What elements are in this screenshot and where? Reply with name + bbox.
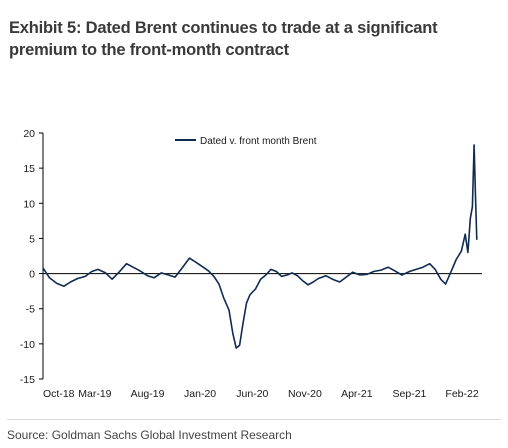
y-tick-label: -15 bbox=[20, 374, 35, 386]
y-tick-label: 5 bbox=[29, 233, 35, 245]
y-tick-label: -5 bbox=[26, 304, 35, 316]
x-tick-label: Apr-21 bbox=[341, 388, 373, 400]
x-tick-label: Jan-20 bbox=[184, 388, 216, 400]
y-tick-label: -10 bbox=[20, 339, 35, 351]
series-line bbox=[42, 144, 478, 349]
x-tick-label: Oct-18 bbox=[43, 388, 75, 400]
y-tick-label: 10 bbox=[23, 198, 35, 210]
chart: -15 -10 -5 0 5 10 15 20 Oct-18 Mar-19 Aug-19 Jan-2… bbox=[20, 128, 482, 400]
legend: Dated v. front month Brent bbox=[175, 136, 317, 147]
page-title: Exhibit 5: Dated Brent continues to trad… bbox=[9, 19, 438, 59]
source-note: Source: Goldman Sachs Global Investment … bbox=[7, 428, 292, 442]
x-tick-label: Mar-19 bbox=[78, 388, 111, 400]
legend-label: Dated v. front month Brent bbox=[200, 136, 317, 147]
x-tick-label: Jun-20 bbox=[236, 388, 268, 400]
x-tick-label: Feb-22 bbox=[445, 388, 478, 400]
x-tick-label: Aug-19 bbox=[131, 388, 165, 400]
x-tick-labels: Oct-18 Mar-19 Aug-19 Jan-20 Jun-20 Nov-20 Apr-… bbox=[43, 388, 479, 400]
footer-divider bbox=[7, 419, 501, 420]
y-tick-label: 0 bbox=[29, 269, 35, 281]
y-tick-labels: -15 -10 -5 0 5 10 15 20 bbox=[20, 128, 43, 386]
x-tick-label: Sep-21 bbox=[393, 388, 427, 400]
x-tick-label: Nov-20 bbox=[288, 388, 322, 400]
y-tick-label: 20 bbox=[23, 128, 35, 140]
y-tick-label: 15 bbox=[23, 163, 35, 175]
